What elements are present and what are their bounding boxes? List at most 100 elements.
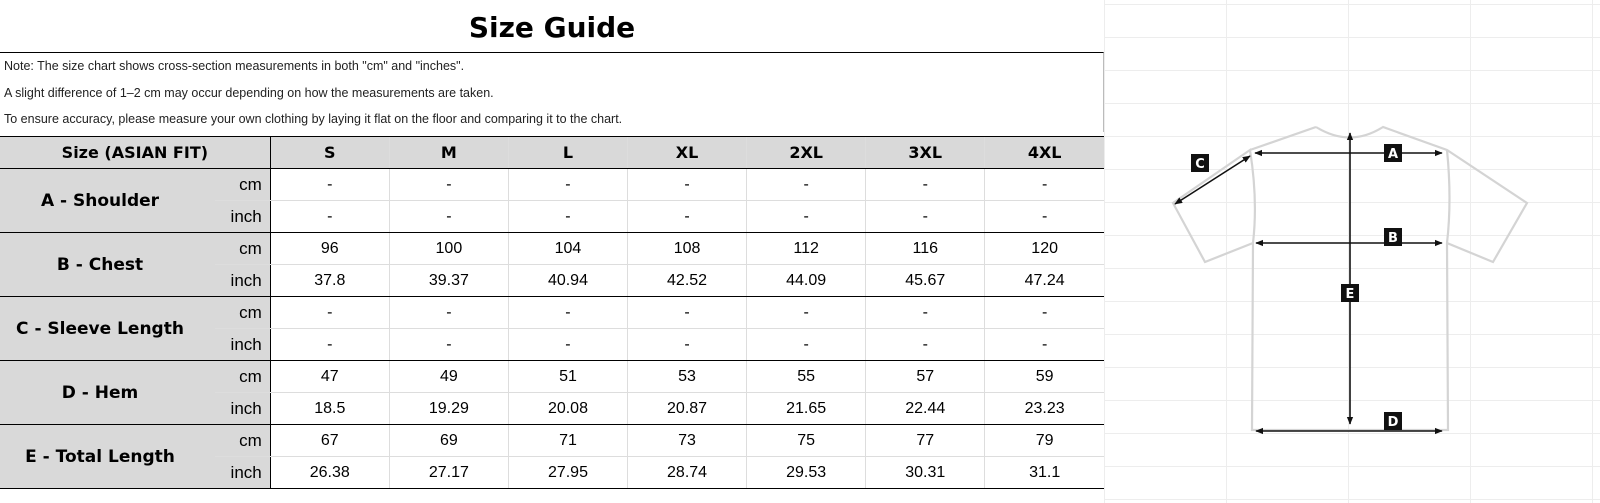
measurement-label: C - Sleeve Length xyxy=(16,318,184,339)
value-cell: - xyxy=(984,168,1104,201)
value-cell: - xyxy=(627,168,747,201)
value-cell: 26.38 xyxy=(269,456,390,489)
label-box-a xyxy=(1384,144,1402,162)
value-cell: 44.09 xyxy=(746,264,866,297)
value-cell: - xyxy=(865,168,985,201)
value-cell: 20.87 xyxy=(627,392,747,425)
value-cell: 55 xyxy=(746,360,866,393)
value-cell: - xyxy=(627,200,747,233)
value-cell: - xyxy=(388,168,509,201)
label-box-b xyxy=(1384,228,1402,246)
value-cell: 47.24 xyxy=(984,264,1104,297)
value-cell: - xyxy=(865,296,985,329)
value-cell: 116 xyxy=(865,232,985,265)
value-cell: 75 xyxy=(746,424,866,457)
value-cell: 18.5 xyxy=(269,392,390,425)
value-cell: 37.8 xyxy=(269,264,390,297)
value-cell: - xyxy=(746,296,866,329)
value-cell: 96 xyxy=(269,232,390,265)
table-row: D - Hem cm 47 49 51 53 55 57 59 xyxy=(0,360,1104,425)
header-row: Size (ASIAN FIT) S M L XL 2XL 3XL 4XL xyxy=(0,136,1104,169)
value-cell: 112 xyxy=(746,232,866,265)
diagram-label-e: E xyxy=(1346,287,1355,302)
value-cell: - xyxy=(865,328,985,361)
page-title: Size Guide xyxy=(468,11,636,44)
table-row: B - Chest cm 96 100 104 108 112 116 120 xyxy=(0,232,1104,297)
value-cell: 40.94 xyxy=(507,264,628,297)
diagram-label-b: B xyxy=(1388,231,1398,246)
unit-label: cm xyxy=(215,360,271,393)
value-cell: 21.65 xyxy=(746,392,866,425)
value-cell: - xyxy=(388,200,509,233)
table-row: inch 37.8 39.37 40.94 42.52 44.09 45.67 47.24 xyxy=(0,264,1104,297)
value-cell: - xyxy=(507,168,628,201)
header-size-l: L xyxy=(507,136,628,169)
table-row: C - Sleeve Length cm - - - - - - - xyxy=(0,296,1104,361)
value-cell: 20.08 xyxy=(507,392,628,425)
unit-label: inch xyxy=(215,456,271,489)
header-size-4xl: 4XL xyxy=(984,136,1104,169)
value-cell: 120 xyxy=(984,232,1104,265)
value-cell: 30.31 xyxy=(865,456,985,489)
measurement-label: A - Shoulder xyxy=(40,190,160,211)
value-cell: - xyxy=(746,328,866,361)
value-cell: 27.17 xyxy=(388,456,509,489)
value-cell: 71 xyxy=(507,424,628,457)
table-row: inch 26.38 27.17 27.95 28.74 29.53 30.31 31.1 xyxy=(0,456,1104,489)
value-cell: 29.53 xyxy=(746,456,866,489)
diagram-label-a: A xyxy=(1388,147,1398,162)
label-box-c xyxy=(1191,154,1209,172)
value-cell: 27.95 xyxy=(507,456,628,489)
diagram-label-d: D xyxy=(1388,415,1399,430)
unit-label: cm xyxy=(215,424,271,457)
value-cell: 47 xyxy=(269,360,390,393)
value-cell: 108 xyxy=(627,232,747,265)
value-cell: 77 xyxy=(865,424,985,457)
value-cell: - xyxy=(984,200,1104,233)
value-cell: - xyxy=(388,328,509,361)
arrow-c xyxy=(1174,155,1251,205)
header-size-xl: XL xyxy=(627,136,747,169)
table-row: inch - - - - - - - xyxy=(0,328,1104,361)
unit-label: cm xyxy=(215,232,271,265)
table-row: inch 18.5 19.29 20.08 20.87 21.65 22.44 23.23 xyxy=(0,392,1104,425)
value-cell: - xyxy=(269,328,390,361)
tshirt-outline xyxy=(1171,125,1529,432)
unit-label: inch xyxy=(215,392,271,425)
value-cell: - xyxy=(507,296,628,329)
value-cell: - xyxy=(269,168,390,201)
value-cell: 19.29 xyxy=(388,392,509,425)
value-cell: 59 xyxy=(984,360,1104,393)
unit-label: inch xyxy=(215,264,271,297)
value-cell: - xyxy=(269,296,390,329)
value-cell: - xyxy=(984,328,1104,361)
note-line: To ensure accuracy, please measure your … xyxy=(4,112,623,126)
header-size-m: M xyxy=(388,136,509,169)
header-size-2xl: 2XL xyxy=(746,136,866,169)
table-row: E - Total Length cm 67 69 71 73 75 77 79 xyxy=(0,424,1104,489)
measurement-label: D - Hem xyxy=(61,382,139,403)
unit-label: cm xyxy=(215,168,271,201)
value-cell: - xyxy=(507,328,628,361)
label-box-e xyxy=(1341,284,1359,302)
label-box-d xyxy=(1384,412,1402,430)
value-cell: 79 xyxy=(984,424,1104,457)
value-cell: - xyxy=(746,200,866,233)
value-cell: - xyxy=(269,200,390,233)
measurement-label: E - Total Length xyxy=(25,446,175,467)
value-cell: - xyxy=(388,296,509,329)
value-cell: 45.67 xyxy=(865,264,985,297)
note-line: Note: The size chart shows cross-section… xyxy=(4,59,465,73)
value-cell: - xyxy=(507,200,628,233)
value-cell: 28.74 xyxy=(627,456,747,489)
unit-label: inch xyxy=(215,328,271,361)
note-line: A slight difference of 1–2 cm may occur … xyxy=(4,85,494,100)
value-cell: - xyxy=(627,296,747,329)
notes: Note: The size chart shows cross-section… xyxy=(0,52,1104,132)
value-cell: 73 xyxy=(627,424,747,457)
header-size-3xl: 3XL xyxy=(865,136,985,169)
value-cell: 53 xyxy=(627,360,747,393)
value-cell: 100 xyxy=(388,232,509,265)
value-cell: 67 xyxy=(269,424,390,457)
table-row: A - Shoulder cm - - - - - - - xyxy=(0,168,1104,233)
